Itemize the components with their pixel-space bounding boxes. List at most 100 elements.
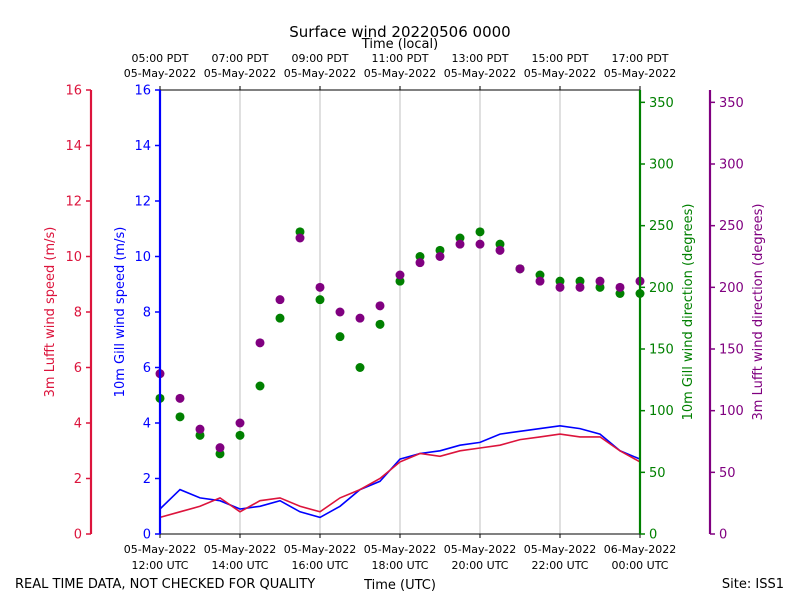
gill-speed-axis-tick-label: 10 bbox=[134, 250, 151, 265]
gill-speed-axis-tick-label: 8 bbox=[143, 306, 151, 321]
series-2-point bbox=[215, 449, 225, 459]
lufft-direction-axis-tick-label: 150 bbox=[719, 343, 744, 358]
gill-speed-axis-tick-label: 16 bbox=[134, 84, 151, 99]
x-tick-label-local-date: 05-May-2022 bbox=[284, 67, 356, 80]
chart-title: Surface wind 20220506 0000 bbox=[289, 23, 510, 41]
series-2-point bbox=[375, 319, 385, 329]
series-3-point bbox=[615, 282, 625, 292]
lufft-direction-axis-tick-label: 250 bbox=[719, 219, 744, 234]
x-tick-label-utc: 16:00 UTC bbox=[291, 559, 348, 572]
series-2-point bbox=[595, 282, 605, 292]
gill-speed-axis-label: 10m Gill wind speed (m/s) bbox=[113, 227, 128, 398]
x-tick-label-date: 05-May-2022 bbox=[364, 543, 436, 556]
top-axis-label: Time (local) bbox=[361, 37, 438, 52]
series-3-point bbox=[575, 282, 585, 292]
lufft-direction-axis-tick-label: 200 bbox=[719, 281, 744, 296]
series-3-point bbox=[415, 258, 425, 268]
lufft-speed-axis-tick-label: 14 bbox=[65, 139, 82, 154]
x-tick-label-local-date: 05-May-2022 bbox=[604, 67, 676, 80]
series-2-point bbox=[555, 276, 565, 286]
x-tick-label-utc: 14:00 UTC bbox=[211, 559, 268, 572]
gill-direction-axis-tick-label: 350 bbox=[649, 96, 674, 111]
lufft-speed-axis-tick-label: 8 bbox=[74, 306, 82, 321]
gill-direction-axis-tick-label: 0 bbox=[649, 528, 657, 543]
series-2-point bbox=[395, 276, 405, 286]
series-2-point bbox=[455, 233, 465, 243]
series-3-point bbox=[375, 301, 385, 311]
series-3-point bbox=[455, 239, 465, 249]
lufft-direction-axis-tick-label: 0 bbox=[719, 528, 727, 543]
series-line-0 bbox=[159, 424, 641, 519]
site-label: Site: ISS1 bbox=[722, 577, 784, 592]
series-3-point bbox=[535, 276, 545, 286]
gill-direction-axis-tick-label: 150 bbox=[649, 343, 674, 358]
series-2-point bbox=[435, 245, 445, 255]
series-2-point bbox=[295, 227, 305, 237]
x-tick-label-date: 05-May-2022 bbox=[444, 543, 516, 556]
lufft-direction-axis-tick-label: 50 bbox=[719, 466, 736, 481]
series-3-point bbox=[395, 270, 405, 280]
axes: 05-May-2022 12:00 UTC 05-May-2022 14:00 UTC… bbox=[65, 52, 743, 572]
quality-disclaimer: REAL TIME DATA, NOT CHECKED FOR QUALITY bbox=[15, 577, 315, 592]
gill-speed-axis-tick-label: 4 bbox=[143, 417, 151, 432]
series-2-point bbox=[335, 332, 345, 342]
series-2-point bbox=[195, 430, 205, 440]
series-2-point bbox=[175, 412, 185, 422]
gill-speed-axis-tick-label: 12 bbox=[134, 195, 151, 210]
x-tick-label-local-time: 11:00 PDT bbox=[371, 52, 428, 65]
series-3-point bbox=[295, 233, 305, 243]
gill-speed-axis-tick-label: 0 bbox=[143, 528, 151, 543]
lufft-direction-axis-label: 3m Lufft wind direction (degrees) bbox=[751, 204, 766, 421]
series-3-point bbox=[235, 418, 245, 428]
x-tick-label-utc: 20:00 UTC bbox=[451, 559, 508, 572]
gill-speed-axis-tick-label: 2 bbox=[143, 472, 151, 487]
lufft-speed-axis-tick-label: 4 bbox=[74, 417, 82, 432]
series-3-point bbox=[355, 313, 365, 323]
series-3-point bbox=[515, 264, 525, 274]
series-3-point bbox=[315, 282, 325, 292]
lufft-speed-axis-tick-label: 10 bbox=[65, 250, 82, 265]
x-tick-label-date: 05-May-2022 bbox=[524, 543, 596, 556]
x-tick-label-utc: 18:00 UTC bbox=[371, 559, 428, 572]
x-tick-label-date: 05-May-2022 bbox=[204, 543, 276, 556]
x-tick-label-utc: 00:00 UTC bbox=[611, 559, 668, 572]
x-tick-label-local-time: 07:00 PDT bbox=[211, 52, 268, 65]
lufft-speed-axis-tick-label: 6 bbox=[74, 361, 82, 376]
vertical-gridlines bbox=[239, 90, 561, 534]
lufft-speed-axis-tick-label: 0 bbox=[74, 528, 82, 543]
x-tick-label-date: 06-May-2022 bbox=[604, 543, 676, 556]
x-tick-label-local-date: 05-May-2022 bbox=[444, 67, 516, 80]
gill-speed-axis-tick-label: 6 bbox=[143, 361, 151, 376]
gill-direction-axis-label: 10m Gill wind direction (degrees) bbox=[681, 204, 696, 421]
series-3-point bbox=[255, 338, 265, 348]
x-tick-label-local-date: 05-May-2022 bbox=[124, 67, 196, 80]
gill-direction-axis-tick-label: 200 bbox=[649, 281, 674, 296]
series-3-point bbox=[495, 245, 505, 255]
series-3-point bbox=[475, 239, 485, 249]
series-2-point bbox=[315, 295, 325, 305]
x-tick-label-utc: 22:00 UTC bbox=[531, 559, 588, 572]
x-tick-label-local-date: 05-May-2022 bbox=[524, 67, 596, 80]
x-tick-label-local-time: 05:00 PDT bbox=[131, 52, 188, 65]
gill-direction-axis-tick-label: 250 bbox=[649, 219, 674, 234]
series-2-point bbox=[255, 381, 265, 391]
lufft-direction-axis-tick-label: 100 bbox=[719, 404, 744, 419]
series-2-point bbox=[355, 363, 365, 372]
series-3-point bbox=[595, 276, 605, 286]
series-3-point bbox=[275, 295, 285, 305]
gill-direction-axis-tick-label: 300 bbox=[649, 158, 674, 173]
series-2-point bbox=[415, 252, 425, 261]
series-2-point bbox=[235, 430, 245, 440]
lufft-speed-axis-label: 3m Lufft wind speed (m/s) bbox=[43, 227, 58, 398]
series-line-1 bbox=[159, 433, 641, 519]
series-3-point bbox=[215, 443, 225, 453]
lufft-direction-axis-tick-label: 350 bbox=[719, 96, 744, 111]
series-3-point bbox=[175, 393, 185, 403]
gill-direction-axis-tick-label: 50 bbox=[649, 466, 666, 481]
lufft-speed-axis-tick-label: 12 bbox=[65, 195, 82, 210]
x-tick-label-date: 05-May-2022 bbox=[284, 543, 356, 556]
series-2-point bbox=[475, 227, 485, 237]
plot-area bbox=[155, 227, 645, 519]
series-2-point bbox=[495, 239, 505, 249]
x-tick-label-local-time: 15:00 PDT bbox=[531, 52, 588, 65]
